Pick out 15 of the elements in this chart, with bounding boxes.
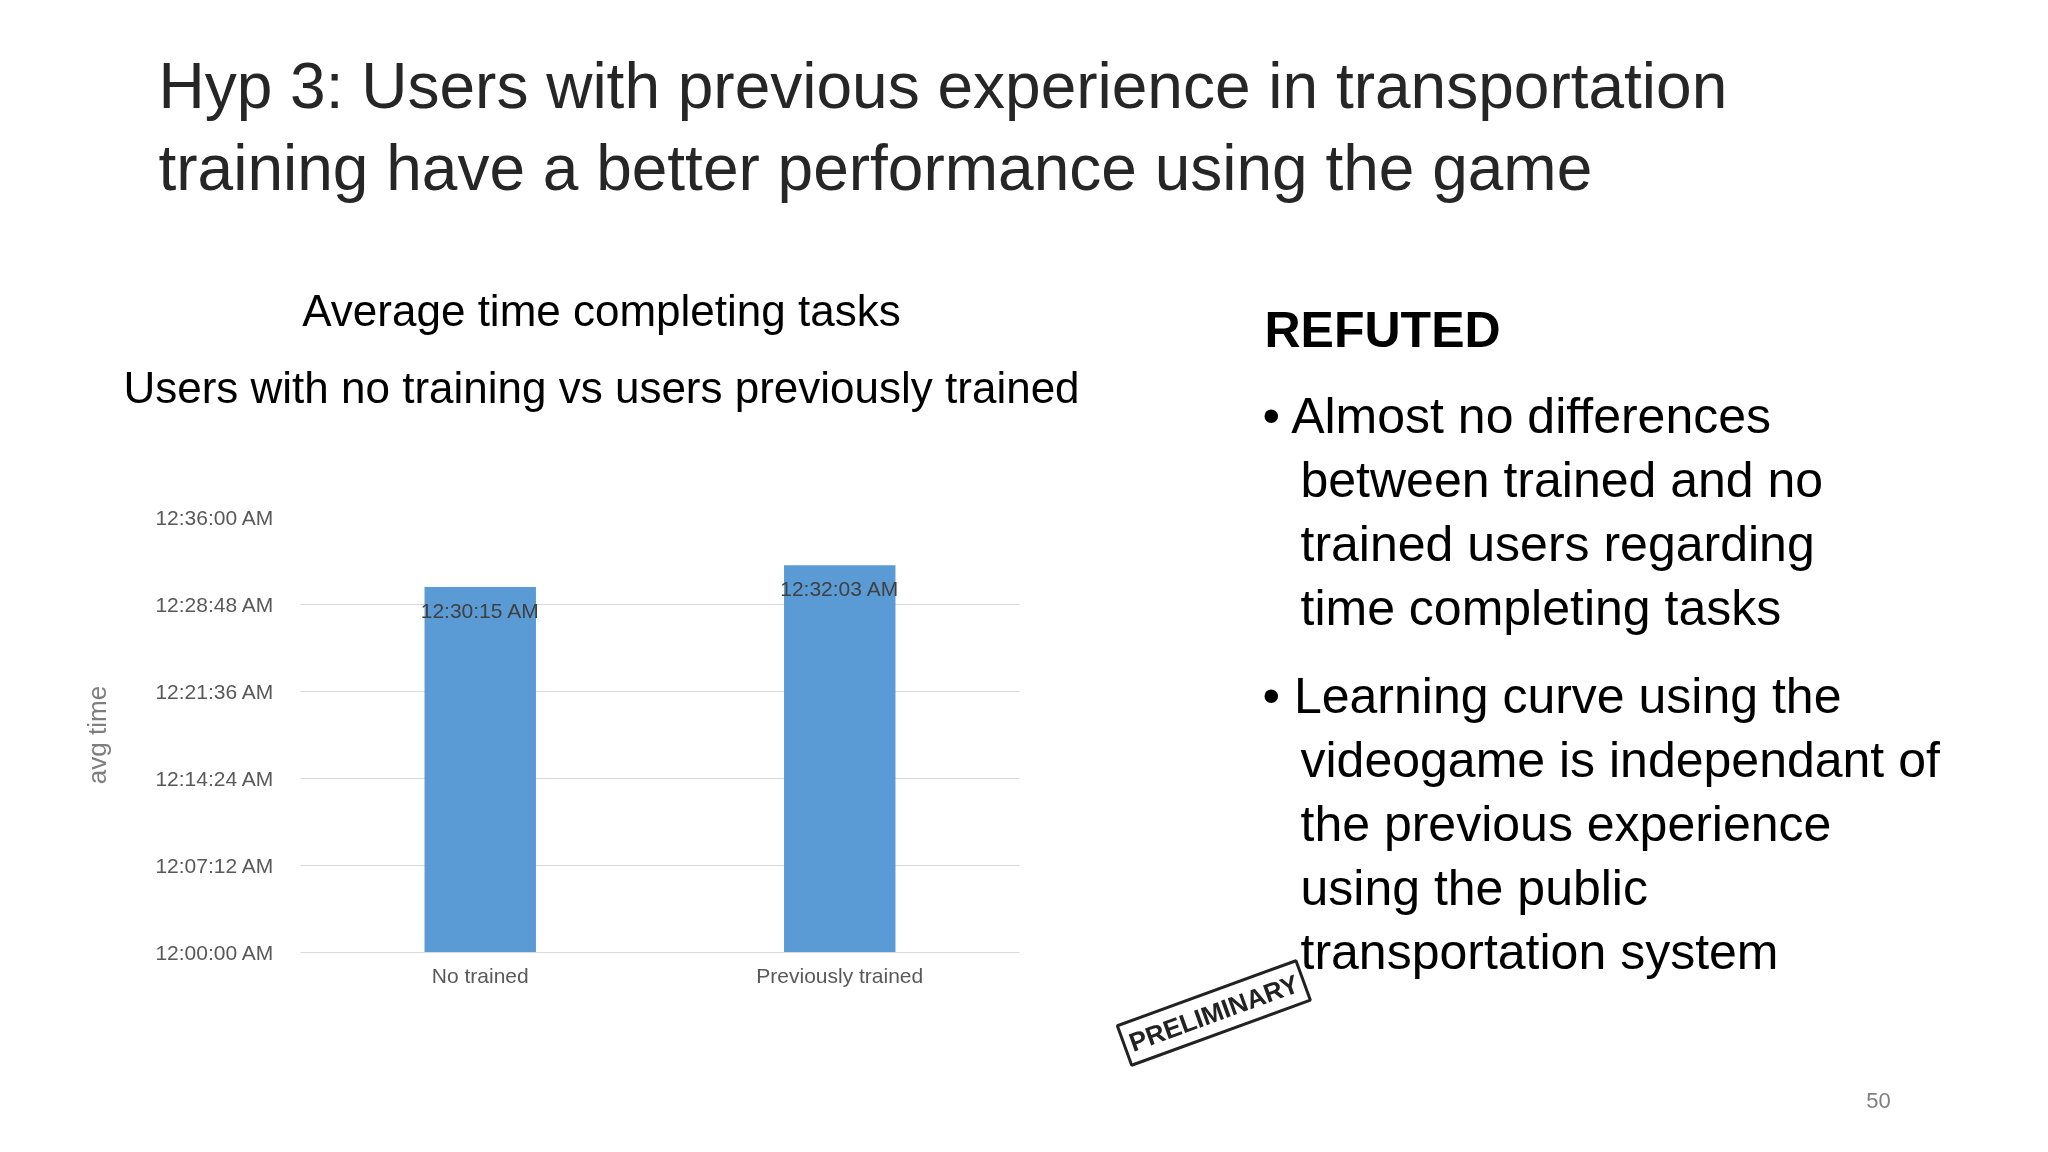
text: REFUTED xyxy=(1264,301,1501,358)
text: • Almost no differences between trained and no trained users regarding time completing tasks xyxy=(1262,387,1824,636)
text: 50 xyxy=(1866,1088,1891,1113)
y-tick-label: 12:36:00 AM xyxy=(155,506,274,529)
x-tick-label: No trained xyxy=(431,963,529,987)
y-axis-title: avg time xyxy=(82,685,113,785)
chart-subtitle: Average time completing tasks xyxy=(302,286,901,335)
chart-title: Hyp 3: Users with previous experience in transportation training have a better performance using the game xyxy=(158,49,1728,204)
y-tick-label: 12:14:24 AM xyxy=(155,767,274,790)
y-tick-label: 12:28:48 AM xyxy=(155,593,274,616)
text: Users with no training vs users previously trained xyxy=(123,363,1080,412)
x-tick-label: Previously trained xyxy=(756,963,924,987)
y-tick-label: 12:07:12 AM xyxy=(155,854,274,877)
y-tick-label: 12:21:36 AM xyxy=(155,680,274,703)
y-tick-label: 12:00:00 AM xyxy=(155,941,274,964)
